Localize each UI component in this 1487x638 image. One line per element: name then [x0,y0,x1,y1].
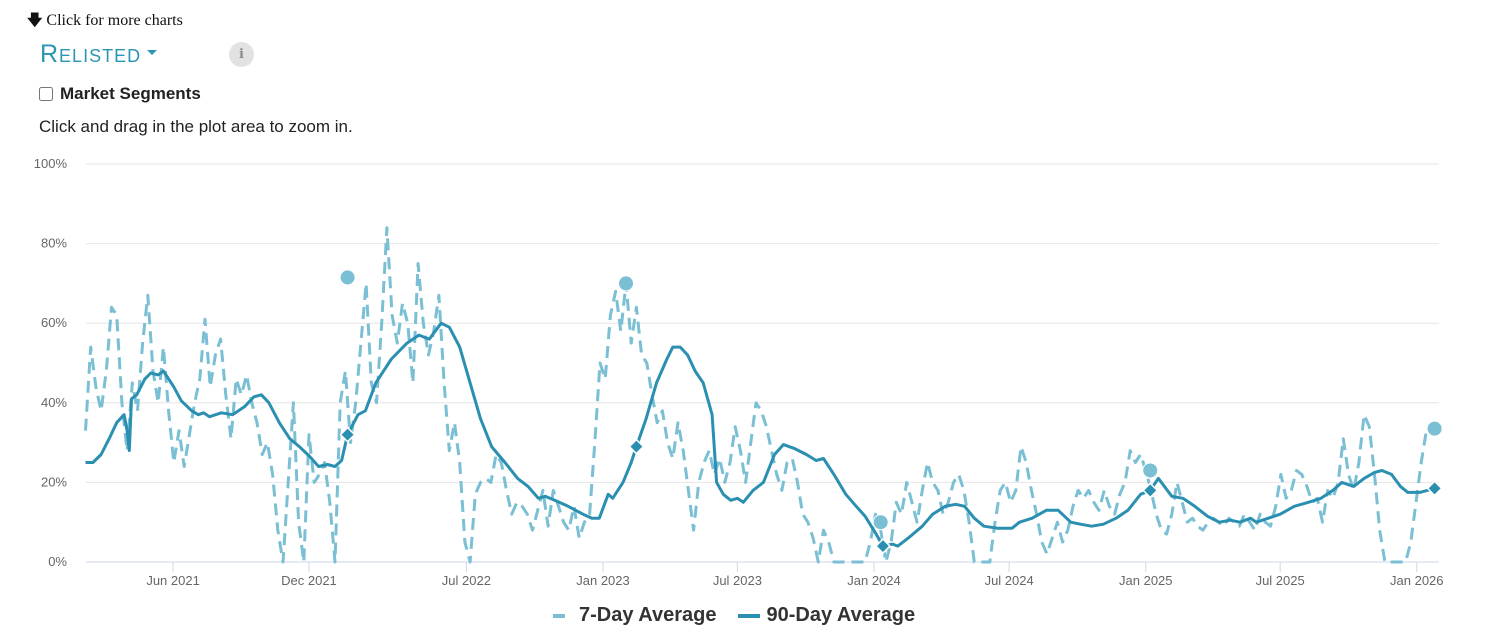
x-tick-label: Jul 2022 [442,573,491,588]
marker-7-day-circle [872,514,889,531]
more-charts-label: Click for more charts [46,12,183,29]
x-tick-label: Jul 2024 [985,573,1034,588]
grid-lines [86,163,1439,563]
marker-90-day-diamond [339,426,356,443]
x-tick-label: Dec 2021 [281,573,337,588]
caret-down-icon [147,49,158,55]
series-line-7-day-average [84,226,1428,564]
y-tick-label: 60% [41,315,67,330]
arrow-down-icon: 🡇 [27,11,43,29]
marker-7-day-circle [1142,462,1159,479]
plot-area[interactable] [84,226,1443,564]
y-tick-label: 0% [48,554,67,569]
x-tick-label: Jan 2025 [1119,573,1173,588]
x-tick-label: Jul 2025 [1256,573,1305,588]
marker-90-day-diamond [874,538,891,555]
dashed-line-icon [553,613,565,618]
marker-7-day-circle [339,269,356,286]
more-charts-link[interactable]: 🡇 Click for more charts [27,10,183,35]
x-tick-label: Jul 2023 [713,573,762,588]
chart-title: Relisted [40,40,142,68]
y-tick-label: 40% [41,395,67,410]
legend-item-90-day[interactable]: 90-Day Average [738,604,915,627]
y-axis: 0% 20% 40% 60% 80% 100% [34,156,68,569]
x-tick-label: Jan 2024 [847,573,901,588]
solid-line-icon [738,613,761,618]
zoom-hint: Click and drag in the plot area to zoom … [39,117,353,136]
y-tick-label: 20% [41,474,67,489]
marker-7-day-circle [1426,420,1443,437]
x-tick-label: Jan 2026 [1390,573,1444,588]
x-axis: Jun 2021 Dec 2021 Jul 2022 Jan 2023 Jul 2023… [146,562,1444,588]
market-segments-checkbox[interactable] [39,87,53,101]
marker-90-day-diamond [1426,480,1443,497]
marker-90-day-diamond [1142,482,1159,499]
legend-item-7-day[interactable]: 7-Day Average [553,604,716,627]
y-tick-label: 80% [41,236,67,251]
info-icon[interactable]: i [229,42,254,67]
legend: 7-Day Average 90-Day Average [553,604,937,627]
market-segments-toggle[interactable]: Market Segments [38,84,201,104]
legend-label-90-day: 90-Day Average [766,604,916,626]
market-segments-label: Market Segments [60,84,201,103]
chart-title-dropdown[interactable]: Relisted [40,40,158,69]
legend-label-7-day: 7-Day Average [579,604,717,626]
x-tick-label: Jan 2023 [576,573,630,588]
marker-7-day-circle [618,275,635,292]
marker-90-day-diamond [628,438,645,455]
chart-svg[interactable]: 0% 20% 40% 60% 80% 100% Jun 2021 Dec 2021 Jul 2… [0,0,1487,600]
series-line-90-day-average [85,321,1435,548]
x-tick-label: Jun 2021 [146,573,200,588]
y-tick-label: 100% [34,156,68,171]
